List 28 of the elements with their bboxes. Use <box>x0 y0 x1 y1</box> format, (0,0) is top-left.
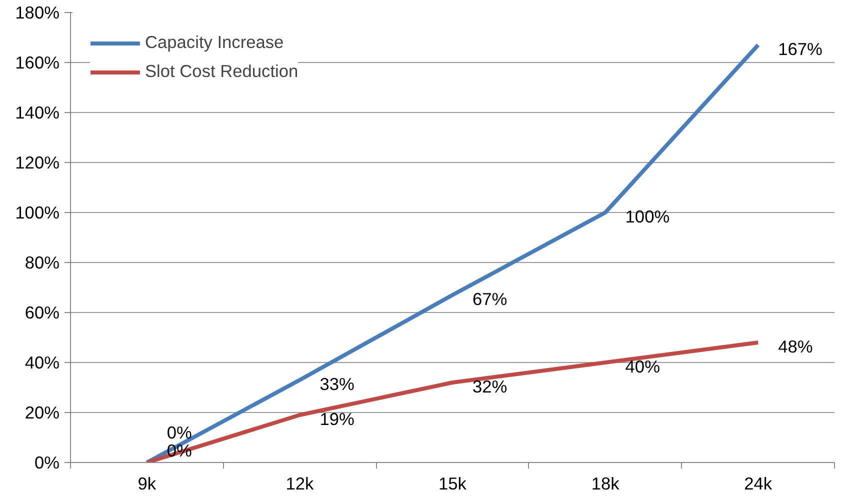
legend-label: Capacity Increase <box>145 32 284 53</box>
y-tick-label: 40% <box>24 352 60 372</box>
x-tick-label: 18k <box>591 474 620 494</box>
data-label: 167% <box>778 39 822 59</box>
data-label: 48% <box>778 336 813 356</box>
data-label: 19% <box>320 409 354 429</box>
x-tick-label: 15k <box>438 474 467 494</box>
legend-label: Slot Cost Reduction <box>145 61 298 82</box>
data-label: 32% <box>472 376 508 396</box>
y-tick-label: 100% <box>15 202 60 222</box>
data-label: 0% <box>166 422 192 442</box>
y-tick-label: 120% <box>15 152 60 172</box>
data-label: 33% <box>320 374 354 394</box>
data-label: 67% <box>472 289 508 309</box>
y-tick-label: 140% <box>15 102 60 122</box>
y-tick-label: 180% <box>15 2 60 22</box>
line-series <box>144 340 760 462</box>
data-label: 40% <box>625 356 660 376</box>
y-tick-label: 0% <box>34 452 60 472</box>
y-tick-label: 20% <box>24 402 60 422</box>
y-tick-label: 160% <box>15 52 60 72</box>
y-tick-label: 80% <box>24 252 60 272</box>
x-tick-label: 9k <box>138 474 156 494</box>
data-label: 0% <box>166 440 192 460</box>
x-tick-label: 24k <box>744 474 772 494</box>
x-tick-label: 12k <box>286 474 314 494</box>
data-label: 100% <box>625 206 670 226</box>
y-tick-label: 60% <box>24 302 60 322</box>
